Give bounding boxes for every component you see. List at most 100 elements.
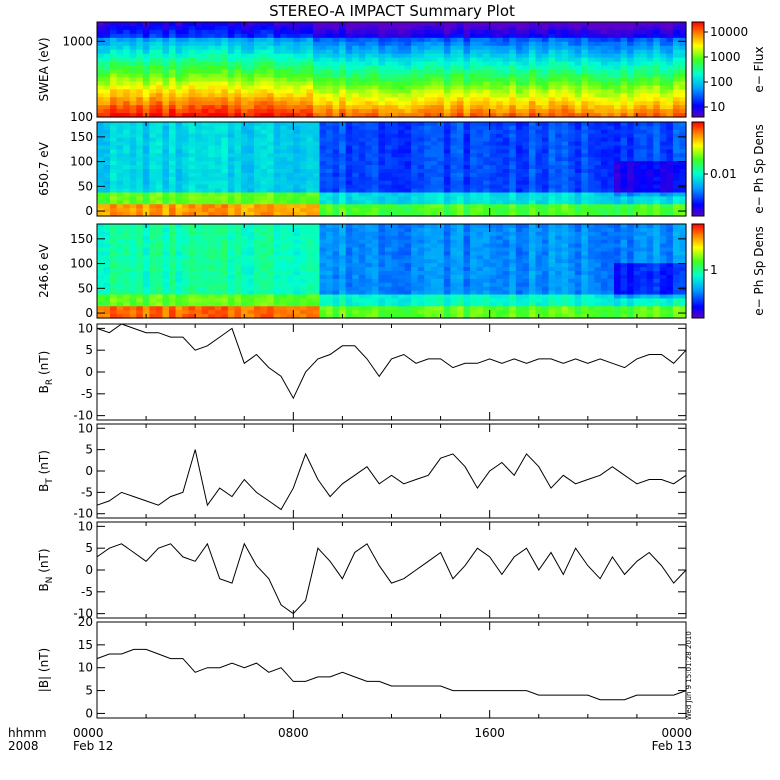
spectrogram-cell	[273, 243, 281, 249]
spectrogram-cell	[627, 180, 635, 186]
spectrogram-cell	[653, 25, 661, 31]
spectrogram-cell	[633, 25, 641, 31]
spectrogram-cell	[116, 165, 124, 170]
spectrogram-cell	[443, 25, 451, 31]
spectrogram-cell	[528, 49, 537, 55]
spectrogram-cell	[214, 49, 222, 55]
spectrogram-cell	[97, 286, 105, 292]
spectrogram-cell	[502, 33, 510, 39]
spectrogram-cell	[110, 93, 118, 98]
spectrogram-cell	[175, 49, 183, 55]
spectrogram-cell	[542, 149, 550, 154]
spectrogram-cell	[306, 165, 314, 170]
spectrogram-cell	[136, 89, 144, 94]
spectrogram-cell	[234, 89, 242, 94]
spectrogram-cell	[254, 165, 262, 170]
spectrogram-cell	[470, 49, 478, 55]
spectrogram-cell	[371, 161, 380, 166]
spectrogram-cell	[404, 49, 412, 55]
spectrogram-cell	[208, 65, 216, 71]
spectrogram-cell	[142, 161, 150, 166]
spectrogram-cell	[162, 227, 170, 233]
spectrogram-cell	[240, 29, 249, 35]
spectrogram-cell	[600, 122, 609, 127]
spectrogram-cell	[607, 41, 615, 47]
spectrogram-cell	[227, 101, 236, 106]
spectrogram-cell	[123, 45, 131, 51]
spectrogram-cell	[398, 145, 406, 151]
spectrogram-cell	[581, 37, 589, 43]
spectrogram-cell	[614, 212, 622, 217]
spectrogram-cell	[653, 53, 661, 59]
spectrogram-cell	[214, 153, 222, 158]
spectrogram-cell	[227, 77, 236, 82]
spectrogram-cell	[496, 172, 504, 178]
spectrogram-cell	[214, 133, 222, 139]
spectrogram-cell	[496, 29, 504, 35]
spectrogram-cell	[574, 45, 582, 51]
spectrogram-cell	[227, 41, 236, 47]
spectrogram-cell	[188, 227, 196, 233]
spectrogram-cell	[273, 169, 281, 174]
spectrogram-cell	[168, 231, 177, 237]
spectrogram-cell	[162, 165, 170, 170]
spectrogram-cell	[247, 25, 255, 31]
spectrogram-cell	[247, 267, 255, 272]
spectrogram-cell	[607, 141, 615, 147]
spectrogram-cell	[293, 101, 301, 106]
spectrogram-cell	[129, 247, 137, 253]
spectrogram-cell	[653, 133, 661, 139]
spectrogram-cell	[273, 314, 281, 319]
spectrogram-cell	[614, 122, 622, 127]
spectrogram-cell	[443, 145, 451, 151]
spectrogram-cell	[260, 45, 268, 51]
spectrogram-cell	[437, 109, 445, 114]
spectrogram-cell	[371, 97, 380, 102]
spectrogram-cell	[594, 109, 602, 114]
spectrogram-cell	[352, 69, 360, 75]
spectrogram-cell	[247, 204, 255, 209]
spectrogram-cell	[129, 212, 137, 217]
spectrogram-cell	[129, 105, 137, 110]
spectrogram-cell	[123, 294, 131, 300]
spectrogram-cell	[116, 125, 124, 131]
spectrogram-cell	[97, 109, 105, 114]
spectrogram-cell	[240, 61, 249, 67]
spectrogram-cell	[142, 137, 150, 143]
spectrogram-cell	[365, 161, 373, 166]
spectrogram-cell	[391, 97, 399, 102]
spectrogram-cell	[136, 122, 144, 127]
spectrogram-cell	[168, 25, 177, 31]
spectrogram-cell	[470, 97, 478, 102]
spectrogram-cell	[306, 45, 314, 51]
spectrogram-cell	[240, 69, 249, 75]
spectrogram-cell	[221, 141, 229, 147]
spectrogram-cell	[103, 165, 111, 170]
spectrogram-cell	[666, 169, 674, 174]
spectrogram-cell	[162, 212, 170, 217]
spectrogram-cell	[679, 149, 687, 154]
spectrogram-cell	[234, 149, 242, 154]
spectrogram-cell	[339, 169, 347, 174]
spectrogram-cell	[574, 145, 582, 151]
spectrogram-cell	[417, 22, 425, 27]
spectrogram-cell	[568, 122, 576, 127]
spectrogram-cell	[332, 29, 340, 35]
spectrogram-cell	[208, 22, 216, 27]
spectrogram-cell	[110, 73, 118, 79]
spectrogram-cell	[240, 310, 249, 315]
spectrogram-cell	[332, 41, 340, 47]
spectrogram-cell	[103, 314, 111, 319]
spectrogram-cell	[332, 172, 340, 178]
spectrogram-cell	[280, 93, 288, 98]
spectrogram-cell	[653, 22, 661, 27]
spectrogram-cell	[627, 97, 635, 102]
spectrogram-cell	[640, 137, 648, 143]
spectrogram-cell	[430, 172, 438, 178]
spectrogram-cell	[280, 141, 288, 147]
spectrogram-cell	[234, 294, 242, 300]
spectrogram-cell	[293, 45, 301, 51]
spectrogram-cell	[214, 243, 222, 249]
spectrogram-cell	[561, 125, 569, 131]
spectrogram-cell	[430, 200, 438, 205]
